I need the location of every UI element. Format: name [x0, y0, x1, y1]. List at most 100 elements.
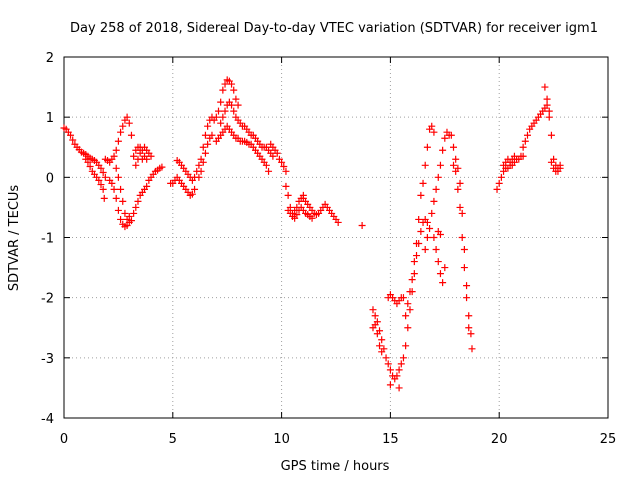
data-point [108, 179, 116, 187]
data-point [468, 345, 476, 353]
data-point [406, 306, 414, 314]
data-point [188, 190, 196, 198]
data-point [158, 163, 166, 171]
data-point [458, 234, 466, 241]
data-point [378, 348, 386, 356]
data-point [112, 194, 120, 202]
data-point [417, 227, 425, 235]
data-point [402, 342, 410, 350]
data-point [228, 101, 236, 109]
data-point [69, 136, 77, 144]
data-point [382, 354, 390, 362]
data-point [204, 122, 212, 130]
data-point [436, 230, 444, 238]
data-point [450, 161, 458, 169]
data-point [408, 276, 416, 284]
data-point [423, 143, 431, 151]
grid [64, 57, 608, 418]
data-point [219, 86, 227, 94]
data-point [547, 158, 555, 166]
data-point [439, 146, 447, 154]
data-point [132, 161, 140, 169]
data-point [199, 158, 207, 166]
data-point [463, 294, 471, 302]
data-point [119, 122, 127, 130]
data-point [123, 113, 131, 121]
data-point [386, 381, 394, 389]
data-point [434, 258, 442, 266]
data-point [541, 83, 549, 91]
data-point [393, 372, 401, 380]
data-point [143, 182, 151, 190]
data-point [127, 217, 135, 225]
x-tick-label: 5 [169, 432, 177, 447]
data-point [497, 173, 505, 181]
data-point [423, 234, 431, 241]
data-point [84, 158, 92, 166]
data-point [117, 215, 125, 223]
data-point [430, 128, 438, 136]
data-point [201, 149, 209, 157]
chart-title: Day 258 of 2018, Sidereal Day-to-day VTE… [70, 21, 598, 36]
data-point [228, 80, 236, 88]
data-point [519, 152, 527, 160]
data-point [419, 179, 427, 187]
data-point [432, 246, 440, 254]
data-point [378, 336, 386, 344]
data-point [219, 113, 227, 121]
data-point [132, 203, 140, 211]
data-series [60, 76, 564, 392]
data-point [143, 155, 151, 163]
data-point [117, 128, 125, 136]
data-point [402, 312, 410, 320]
data-point [406, 288, 414, 296]
data-point [125, 212, 133, 220]
data-point [134, 197, 142, 205]
data-point [432, 185, 440, 193]
plot-frame [63, 56, 609, 419]
data-point [386, 366, 394, 374]
data-point [204, 140, 212, 148]
data-point [421, 246, 429, 254]
data-point [395, 384, 403, 392]
data-point [465, 312, 473, 320]
data-point [282, 167, 290, 175]
data-point [234, 101, 242, 109]
data-point [430, 234, 438, 241]
data-point [523, 131, 531, 139]
y-tick-label: 2 [46, 51, 54, 66]
data-point [221, 107, 229, 115]
data-point [230, 86, 238, 94]
axis-ticks: 0 5 10 15 20 25 -4 -3 -2 -1 0 1 2 [41, 51, 616, 447]
data-point [208, 131, 216, 139]
y-tick-label: -4 [41, 412, 54, 427]
data-point [404, 300, 412, 308]
data-point [463, 282, 471, 290]
data-point [191, 185, 199, 193]
data-point [199, 143, 207, 151]
data-point [413, 252, 421, 260]
data-point [101, 173, 109, 181]
data-point [265, 167, 273, 175]
data-point [197, 167, 205, 175]
x-tick-label: 15 [382, 432, 399, 447]
data-point [399, 294, 407, 302]
data-point [371, 312, 379, 320]
data-point [86, 163, 94, 171]
data-point [127, 131, 135, 139]
data-point [371, 321, 379, 329]
y-tick-label: 1 [46, 111, 54, 126]
data-point [114, 206, 122, 214]
data-point [217, 98, 225, 106]
y-tick-label: -2 [41, 292, 54, 307]
data-point [308, 214, 316, 222]
data-point [467, 330, 475, 338]
data-point [493, 185, 501, 193]
data-point [269, 152, 277, 160]
data-point [397, 360, 405, 368]
y-tick-label: -1 [41, 232, 54, 247]
data-point [447, 131, 455, 139]
data-point [291, 214, 299, 222]
data-point [99, 185, 107, 193]
data-point [543, 95, 551, 103]
